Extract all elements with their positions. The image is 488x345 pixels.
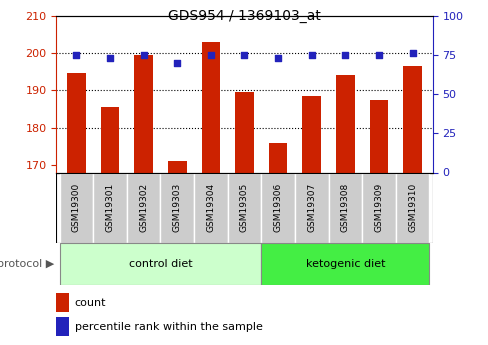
- Point: [173, 60, 181, 66]
- Bar: [395, 172, 428, 243]
- Bar: [56, 317, 69, 336]
- Text: GSM19304: GSM19304: [206, 183, 215, 233]
- Bar: [261, 243, 428, 285]
- Point: [274, 55, 282, 61]
- Text: GDS954 / 1369103_at: GDS954 / 1369103_at: [168, 9, 320, 23]
- Bar: [335, 75, 354, 172]
- Bar: [194, 172, 227, 243]
- Text: GSM19303: GSM19303: [172, 183, 182, 233]
- Text: GSM19308: GSM19308: [340, 183, 349, 233]
- Point: [140, 52, 147, 58]
- Text: protocol ▶: protocol ▶: [0, 259, 54, 269]
- Text: GSM19306: GSM19306: [273, 183, 282, 233]
- Bar: [60, 243, 261, 285]
- Bar: [126, 172, 160, 243]
- Text: GSM19300: GSM19300: [72, 183, 81, 233]
- Text: GSM19307: GSM19307: [306, 183, 316, 233]
- Point: [374, 52, 382, 58]
- Bar: [294, 172, 328, 243]
- Bar: [201, 42, 220, 172]
- Bar: [261, 172, 294, 243]
- Bar: [67, 73, 85, 172]
- Text: GSM19301: GSM19301: [105, 183, 114, 233]
- Text: count: count: [75, 298, 106, 308]
- Bar: [362, 172, 395, 243]
- Text: GSM19305: GSM19305: [240, 183, 248, 233]
- Text: control diet: control diet: [128, 259, 192, 269]
- Bar: [60, 172, 93, 243]
- Bar: [369, 100, 387, 172]
- Point: [240, 52, 248, 58]
- Bar: [328, 172, 362, 243]
- Bar: [235, 92, 253, 172]
- Bar: [160, 172, 194, 243]
- Text: GSM19310: GSM19310: [407, 183, 416, 233]
- Bar: [302, 96, 320, 172]
- Point: [307, 52, 315, 58]
- Point: [206, 52, 214, 58]
- Bar: [93, 172, 126, 243]
- Point: [106, 55, 114, 61]
- Bar: [101, 107, 119, 172]
- Bar: [168, 161, 186, 172]
- Text: GSM19309: GSM19309: [374, 183, 383, 233]
- Point: [341, 52, 348, 58]
- Bar: [134, 55, 153, 172]
- Bar: [268, 142, 287, 172]
- Point: [72, 52, 80, 58]
- Bar: [403, 66, 421, 172]
- Bar: [227, 172, 261, 243]
- Text: GSM19302: GSM19302: [139, 183, 148, 233]
- Text: percentile rank within the sample: percentile rank within the sample: [75, 322, 262, 332]
- Bar: [56, 293, 69, 312]
- Point: [408, 50, 416, 56]
- Text: ketogenic diet: ketogenic diet: [305, 259, 385, 269]
